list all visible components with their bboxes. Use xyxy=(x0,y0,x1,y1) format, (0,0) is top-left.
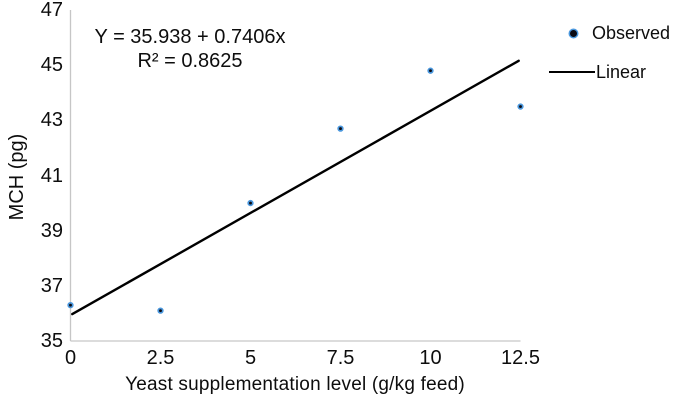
x-tick-label: 2.5 xyxy=(146,347,175,369)
scatter-point xyxy=(427,67,434,74)
scatter-point xyxy=(517,103,524,110)
legend-label-linear: Linear xyxy=(596,61,647,82)
y-tick-label: 35 xyxy=(40,330,63,352)
linear-line-sample-icon xyxy=(549,71,595,73)
y-tick-label: 47 xyxy=(40,0,63,21)
y-tick-label: 39 xyxy=(40,219,63,242)
scatter-point xyxy=(247,199,254,207)
y-tick-label: 43 xyxy=(40,109,63,132)
regression-equation-line1: Y = 35.938 + 0.7406x xyxy=(94,26,286,48)
regression-r-squared: R² = 0.8625 xyxy=(137,50,243,72)
x-tick-label: 10 xyxy=(419,347,442,369)
y-axis-title: MCH (pg) xyxy=(6,133,28,221)
scatter-point xyxy=(337,125,344,132)
y-tick-label: 37 xyxy=(40,274,63,297)
scatter-point xyxy=(67,301,74,309)
scatter-point xyxy=(157,307,164,314)
observed-dot-icon xyxy=(570,29,577,37)
x-tick-label: 5 xyxy=(244,347,257,369)
x-tick-label: 0 xyxy=(64,347,77,369)
x-tick-label: 7.5 xyxy=(326,347,355,369)
y-tick-label: 45 xyxy=(40,54,63,77)
legend-item-observed: Observed xyxy=(570,23,670,43)
legend-label-observed: Observed xyxy=(592,22,671,43)
x-tick-label: 12.5 xyxy=(501,347,540,369)
regression-line xyxy=(71,59,520,316)
regression-equation: Y = 35.938 + 0.7406x R² = 0.8625 xyxy=(60,25,320,73)
legend-item-linear: Linear xyxy=(549,62,646,82)
y-tick-label: 41 xyxy=(40,164,63,187)
x-axis-title: Yeast supplementation level (g/kg feed) xyxy=(125,374,465,395)
